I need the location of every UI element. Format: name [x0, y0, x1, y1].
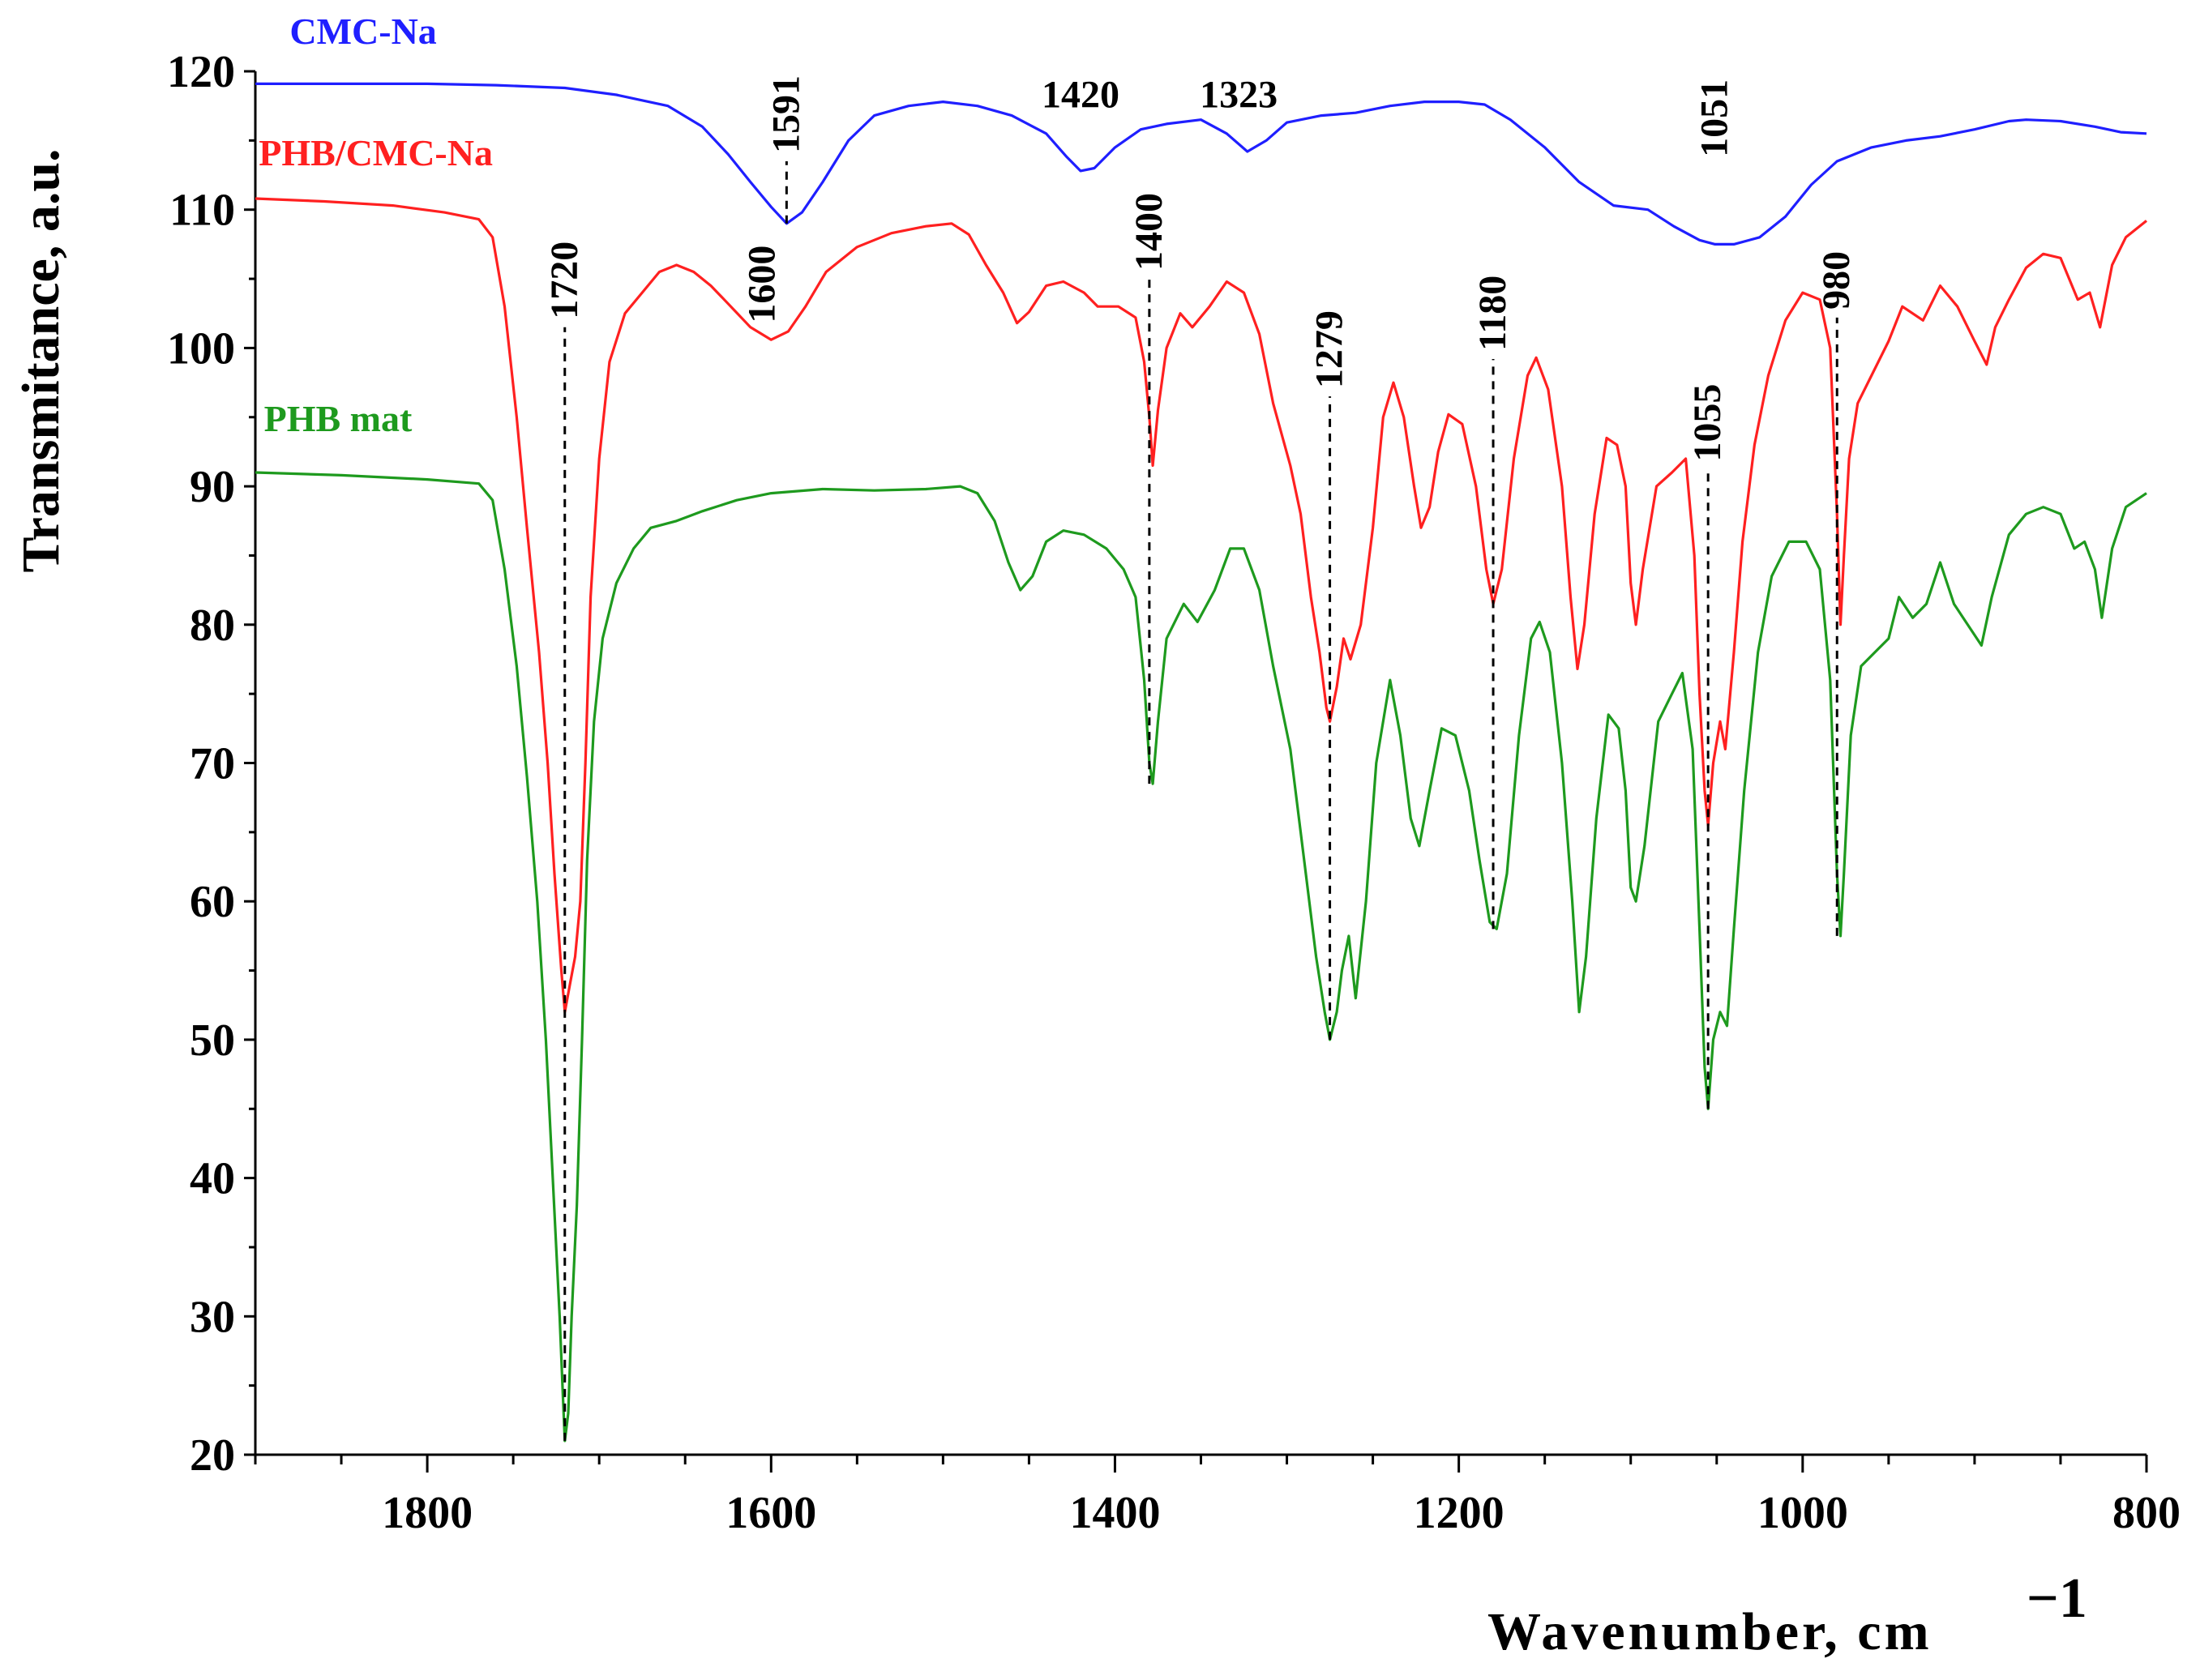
y-tick-label: 110 — [169, 186, 235, 236]
x-tick-label: 1000 — [1757, 1488, 1848, 1538]
series-labels: CMC-Na PHB/CMC-Na PHB mat — [259, 11, 493, 439]
y-tick-label: 40 — [190, 1154, 235, 1204]
annotation-label-10: 980 — [1815, 251, 1858, 310]
annotation-label-9: 1055 — [1686, 384, 1729, 462]
annotation-label-1: 1420 — [1042, 73, 1119, 116]
series-line-1 — [255, 197, 2147, 1014]
annotation-label-7: 1279 — [1308, 310, 1351, 388]
x-axis-title: Wavenumber, cm — [1487, 1602, 1932, 1661]
x-tick-label: 1800 — [382, 1488, 473, 1538]
y-tick-label: 60 — [190, 877, 235, 927]
peak-annotations: 1591 1420 1323 1051 1720 1600 1400 1279 1180 1055… — [543, 73, 1858, 1441]
annotation-label-2: 1323 — [1200, 73, 1278, 116]
y-tick-label: 80 — [190, 601, 235, 651]
y-axis-title: Transmitance, a.u. — [11, 148, 71, 572]
annotation-label-8: 1180 — [1471, 276, 1514, 351]
x-tick-label: 1400 — [1069, 1488, 1160, 1538]
y-tick-label: 100 — [167, 323, 235, 374]
y-tick-label: 70 — [190, 739, 235, 789]
y-tick-label: 20 — [190, 1430, 235, 1481]
y-tick-label: 30 — [190, 1292, 235, 1342]
x-axis-title-exponent: −1 — [2027, 1567, 2087, 1630]
annotation-label-3: 1051 — [1693, 79, 1736, 157]
annotation-label-6: 1400 — [1128, 193, 1171, 271]
annotation-label-5: 1600 — [741, 246, 784, 323]
series-group — [255, 82, 2147, 1443]
annotation-label-0: 1591 — [764, 75, 807, 153]
annotation-label-4: 1720 — [543, 242, 586, 319]
series-label-0: CMC-Na — [289, 11, 436, 52]
series-line-2 — [255, 471, 2147, 1443]
series-label-2: PHB mat — [264, 398, 413, 439]
series-label-1: PHB/CMC-Na — [259, 132, 493, 173]
x-tick-label: 800 — [2112, 1488, 2181, 1538]
axes: 20 30 40 50 60 70 80 90 100 110 120 1800 1600 1400 120… — [167, 47, 2181, 1538]
x-tick-label: 1200 — [1414, 1488, 1504, 1538]
series-line-0 — [255, 82, 2147, 246]
y-tick-label: 90 — [190, 462, 235, 512]
y-tick-label: 50 — [190, 1015, 235, 1066]
y-tick-label: 120 — [167, 47, 235, 97]
x-tick-label: 1600 — [725, 1488, 816, 1538]
